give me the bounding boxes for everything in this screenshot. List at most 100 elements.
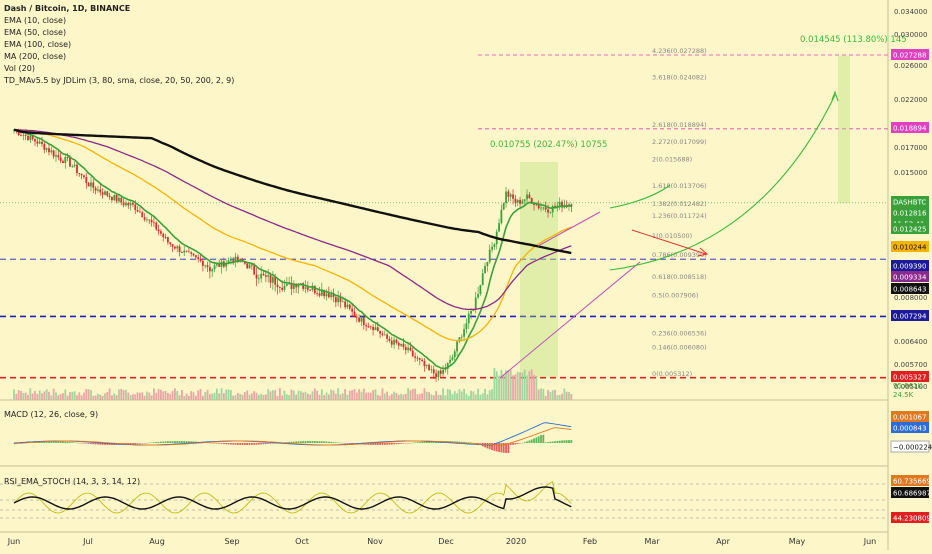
candle-body bbox=[274, 277, 277, 285]
indicator-ema100-label[interactable]: EMA (100, close) bbox=[4, 40, 72, 49]
volume-bar bbox=[243, 392, 246, 400]
macd-histogram-bar bbox=[92, 443, 95, 445]
price-tag-label: 0.018894 bbox=[893, 125, 927, 133]
ema10-line bbox=[13, 129, 572, 370]
volume-bar bbox=[292, 390, 295, 400]
candle-body bbox=[367, 326, 370, 328]
candle-body bbox=[271, 277, 274, 283]
candle-body bbox=[22, 135, 25, 136]
candle-body bbox=[334, 296, 337, 303]
candle-body bbox=[425, 364, 428, 367]
macd-histogram-bar bbox=[509, 443, 512, 445]
candle-body bbox=[509, 194, 512, 197]
volume-bar bbox=[48, 391, 50, 400]
volume-bar bbox=[190, 391, 193, 400]
candle-body bbox=[409, 347, 412, 351]
volume-bar bbox=[246, 390, 249, 400]
candle-body bbox=[306, 287, 309, 290]
volume-bar bbox=[418, 394, 421, 400]
candle-body bbox=[393, 339, 396, 345]
candle-body bbox=[460, 336, 463, 338]
candle-body bbox=[120, 197, 123, 203]
fib-level-label: 4.236(0.027288) bbox=[652, 47, 707, 55]
volume-bar bbox=[64, 389, 67, 400]
macd-histogram-bar bbox=[386, 443, 389, 445]
volume-bar bbox=[274, 390, 277, 400]
stoch-line bbox=[13, 481, 572, 514]
rsi-tag bbox=[891, 487, 929, 498]
price-tag bbox=[891, 49, 929, 60]
volume-bar bbox=[255, 392, 258, 400]
price-tag bbox=[891, 122, 929, 133]
macd-histogram-bar bbox=[288, 441, 291, 443]
candle-body bbox=[27, 135, 29, 141]
candle-body bbox=[556, 205, 559, 208]
indicator-ma200-label[interactable]: MA (200, close) bbox=[4, 52, 67, 61]
price-tag-label: 0.012425 bbox=[893, 226, 926, 234]
volume-bar bbox=[341, 393, 344, 400]
candle-body bbox=[69, 157, 71, 167]
candle-body bbox=[372, 326, 375, 331]
volume-bar bbox=[253, 391, 256, 400]
volume-bar bbox=[85, 389, 88, 400]
macd-histogram-bar bbox=[313, 441, 316, 443]
volume-bar bbox=[38, 390, 41, 400]
price-tag bbox=[891, 283, 929, 294]
volume-bar bbox=[467, 395, 470, 400]
macd-histogram-bar bbox=[94, 443, 97, 445]
macd-histogram-bar bbox=[64, 441, 67, 443]
indicator-tdma-label[interactable]: TD_MAv5.5 by JDLim (3, 80, sma, close, 2… bbox=[4, 76, 235, 85]
volume-bar bbox=[104, 393, 106, 400]
macd-histogram-bar bbox=[393, 443, 396, 445]
candle-body bbox=[542, 207, 545, 209]
macd-histogram-bar bbox=[498, 443, 500, 453]
candle-body bbox=[488, 249, 491, 262]
volume-bar bbox=[187, 395, 190, 400]
candle-body bbox=[439, 370, 442, 374]
macd-histogram-bar bbox=[348, 443, 351, 444]
rsi-pane-label[interactable]: RSI_EMA_STOCH (14, 3, 3, 14, 12) bbox=[4, 477, 141, 486]
candle-body bbox=[379, 330, 382, 334]
y-tick-label: 0.034000 bbox=[894, 8, 927, 16]
candle-body bbox=[332, 294, 335, 297]
volume-bar bbox=[332, 390, 335, 400]
macd-histogram-bar bbox=[255, 443, 258, 445]
volume-bar bbox=[80, 395, 83, 400]
volume-bar bbox=[500, 369, 503, 400]
candle-body bbox=[285, 284, 288, 286]
candle-body bbox=[264, 275, 267, 277]
macd-histogram-bar bbox=[85, 443, 88, 444]
volume-bar bbox=[505, 370, 507, 400]
volume-bar bbox=[45, 389, 48, 400]
candle-body bbox=[167, 237, 169, 243]
price-tag-label: 0.007294 bbox=[893, 313, 927, 321]
volume-bar bbox=[185, 393, 188, 400]
candle-body bbox=[201, 260, 204, 266]
indicator-volume-label[interactable]: Vol (20) bbox=[4, 64, 35, 73]
candle-body bbox=[111, 196, 113, 201]
candle-body bbox=[143, 217, 146, 220]
candle-body bbox=[479, 285, 482, 295]
x-tick-label: May bbox=[789, 537, 806, 546]
volume-bar bbox=[458, 389, 461, 400]
volume-bar bbox=[132, 394, 134, 400]
volume-bar bbox=[17, 390, 20, 400]
candle-body bbox=[292, 284, 295, 289]
macd-histogram-bar bbox=[55, 441, 57, 443]
candle-body bbox=[164, 237, 167, 238]
volume-bar bbox=[316, 390, 319, 400]
volume-bar bbox=[167, 392, 169, 400]
volume-bar bbox=[27, 394, 29, 400]
volume-bar bbox=[208, 394, 211, 400]
volume-bar bbox=[50, 395, 53, 400]
indicator-ema10-label[interactable]: EMA (10, close) bbox=[4, 16, 67, 25]
volume-bar bbox=[353, 389, 356, 400]
candle-body bbox=[192, 253, 195, 256]
indicator-ema50-label[interactable]: EMA (50, close) bbox=[4, 28, 67, 37]
macd-histogram-bar bbox=[318, 441, 321, 443]
y-tick-label: 0.026000 bbox=[894, 62, 927, 70]
macd-histogram-bar bbox=[470, 442, 472, 444]
macd-pane-label[interactable]: MACD (12, 26, close, 9) bbox=[4, 410, 99, 419]
volume-bar bbox=[561, 393, 563, 400]
